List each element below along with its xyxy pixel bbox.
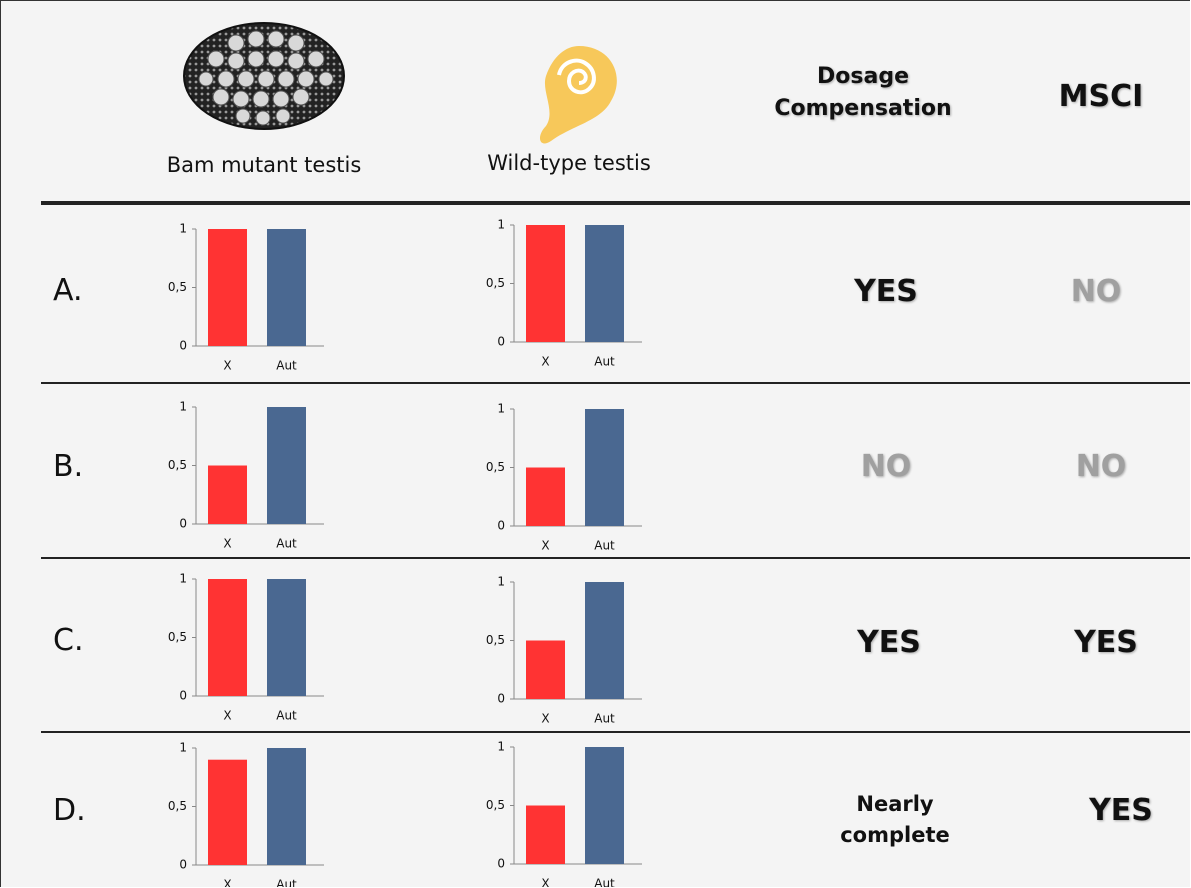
y-tick-label: 0,5 <box>168 630 187 644</box>
x-tick-label: X <box>223 709 231 723</box>
y-tick-label: 0,5 <box>168 799 187 813</box>
bar <box>585 409 624 526</box>
y-tick-label: 0,5 <box>486 460 505 474</box>
y-tick-label: 1 <box>497 218 505 232</box>
y-tick-label: 0 <box>179 339 187 353</box>
y-tick-label: 1 <box>179 572 187 586</box>
x-tick-label: Aut <box>276 878 297 888</box>
bar <box>267 407 306 524</box>
y-tick-label: 1 <box>497 575 505 589</box>
bar <box>526 225 565 342</box>
row-label: B. <box>53 449 84 484</box>
x-tick-label: X <box>541 712 549 726</box>
x-tick-label: X <box>541 877 549 888</box>
bar <box>267 579 306 696</box>
y-tick-label: 0 <box>179 689 187 703</box>
y-tick-label: 0,5 <box>486 633 505 647</box>
y-tick-label: 0,5 <box>168 458 187 472</box>
dosage-cell: NO <box>860 449 912 484</box>
header-rule <box>41 201 1190 205</box>
x-tick-label: Aut <box>276 709 297 723</box>
bar <box>585 225 624 342</box>
x-tick-label: X <box>541 539 549 553</box>
bar <box>526 640 565 699</box>
column-caption: Wild-type testis <box>487 151 651 175</box>
bar <box>208 759 247 865</box>
y-tick-label: 0 <box>179 858 187 872</box>
msci-cell: NO <box>1070 274 1122 309</box>
bar <box>208 465 247 524</box>
bar-chart: 0 0,5 1 X Aut <box>486 740 642 888</box>
dosage-cell: YES <box>857 625 921 660</box>
bar <box>267 229 306 346</box>
x-tick-label: X <box>223 537 231 551</box>
x-tick-label: Aut <box>594 877 615 888</box>
x-tick-label: Aut <box>594 539 615 553</box>
x-tick-label: X <box>223 878 231 888</box>
column-header: Dosage Compensation <box>774 64 952 121</box>
bar <box>526 805 565 864</box>
bar-chart: 0 0,5 1 X Aut <box>486 575 642 726</box>
bar-chart: 0 0,5 1 X Aut <box>168 400 324 551</box>
row-label: D. <box>53 793 86 828</box>
bar <box>208 579 247 696</box>
row-rule <box>41 557 1190 559</box>
bar-chart: 0 0,5 1 X Aut <box>486 402 642 553</box>
bar <box>526 467 565 526</box>
bar <box>585 747 624 864</box>
column-caption: Bam mutant testis <box>166 153 362 177</box>
x-tick-label: X <box>223 359 231 373</box>
row-rule <box>41 382 1190 384</box>
bar-chart: 0 0,5 1 X Aut <box>168 741 324 888</box>
y-tick-label: 0 <box>497 335 505 349</box>
dosage-cell: YES <box>854 274 918 309</box>
y-tick-label: 0,5 <box>486 798 505 812</box>
bar-chart: 0 0,5 1 X Aut <box>168 222 324 373</box>
msci-cell: YES <box>1074 625 1138 660</box>
y-tick-label: 1 <box>179 741 187 755</box>
bam-icon <box>183 22 345 130</box>
bar <box>267 748 306 865</box>
y-tick-label: 0 <box>497 692 505 706</box>
x-tick-label: Aut <box>594 712 615 726</box>
row-rule <box>41 731 1190 733</box>
y-tick-label: 1 <box>497 740 505 754</box>
y-tick-label: 0 <box>497 857 505 871</box>
bar-chart: 0 0,5 1 X Aut <box>486 218 642 369</box>
bar-chart: 0 0,5 1 X Aut <box>168 572 324 723</box>
x-tick-label: Aut <box>276 537 297 551</box>
bar <box>208 229 247 346</box>
x-tick-label: Aut <box>276 359 297 373</box>
row-label: A. <box>53 273 83 308</box>
y-tick-label: 0 <box>179 517 187 531</box>
y-tick-label: 1 <box>179 222 187 236</box>
bar <box>585 582 624 699</box>
y-tick-label: 0,5 <box>168 280 187 294</box>
dosage-cell: Nearly complete <box>840 792 950 847</box>
y-tick-label: 1 <box>497 402 505 416</box>
y-tick-label: 1 <box>179 400 187 414</box>
x-tick-label: Aut <box>594 355 615 369</box>
row-label: C. <box>53 623 84 658</box>
x-tick-label: X <box>541 355 549 369</box>
y-tick-label: 0,5 <box>486 276 505 290</box>
wild-type-icon <box>539 46 617 144</box>
y-tick-label: 0 <box>497 519 505 533</box>
column-header: MSCI <box>1058 79 1144 114</box>
msci-cell: YES <box>1089 793 1153 828</box>
msci-cell: NO <box>1075 449 1127 484</box>
